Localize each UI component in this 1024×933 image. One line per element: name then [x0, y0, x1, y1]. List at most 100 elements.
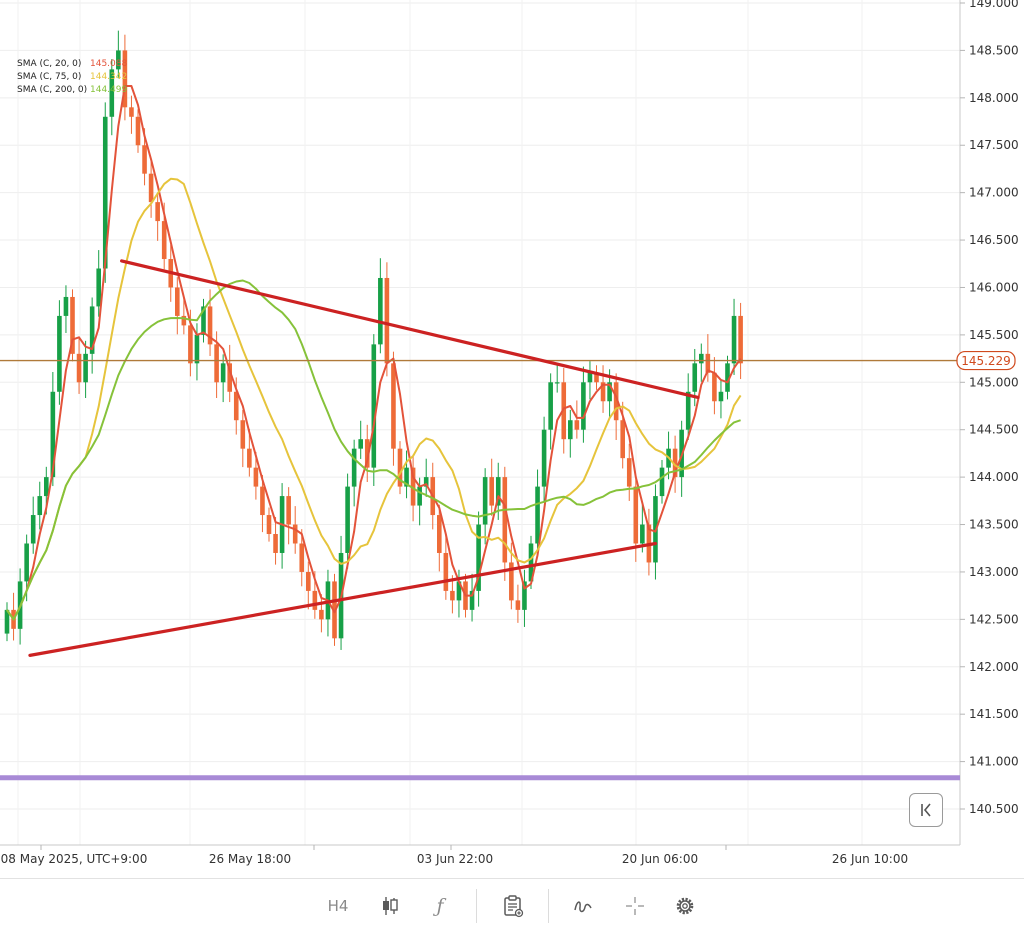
toolbar-separator — [476, 889, 477, 923]
candle — [391, 351, 396, 466]
candle — [738, 302, 743, 380]
crosshair-icon — [626, 897, 644, 915]
candle-body — [201, 306, 206, 335]
candle-body — [233, 391, 239, 421]
candle-body — [227, 363, 232, 392]
candle — [76, 336, 82, 394]
candle-body — [423, 477, 429, 487]
candle-body — [89, 306, 95, 354]
candle — [594, 365, 599, 390]
candle-body — [70, 296, 75, 354]
price-tick-label: 141.500 — [969, 707, 1019, 721]
candle-body — [181, 315, 187, 326]
indicator-legend: SMA (C, 20, 0) 145.088 SMA (C, 75, 0) 144.3… — [17, 59, 127, 95]
candle-body — [443, 552, 449, 591]
chart-type-button[interactable] — [373, 889, 407, 923]
candle — [437, 504, 442, 572]
crosshair-button[interactable] — [618, 889, 652, 923]
candle-body — [253, 467, 259, 487]
candle-body — [102, 116, 108, 269]
candle — [122, 34, 128, 121]
candle-body — [731, 315, 737, 364]
candle — [240, 409, 246, 468]
candle — [109, 59, 115, 136]
candle-body — [640, 524, 645, 544]
scroll-to-latest-button[interactable] — [909, 793, 943, 827]
candle-body — [148, 173, 154, 203]
price-tick-label: 141.000 — [969, 755, 1019, 769]
candle — [351, 439, 357, 507]
candle-body — [299, 543, 305, 572]
price-tick-label: 142.000 — [969, 660, 1019, 674]
candle-body — [397, 448, 403, 487]
drawing-button[interactable] — [566, 889, 600, 923]
candle — [587, 361, 593, 400]
indicators-button[interactable]: ƒ — [423, 889, 457, 923]
candle — [148, 160, 154, 218]
sma-20-line — [6, 85, 742, 621]
candle — [450, 575, 455, 614]
timeframe-button[interactable]: H4 — [321, 889, 355, 923]
candle — [30, 496, 36, 554]
candle-body — [528, 543, 534, 582]
legend-label: SMA (C, 75, 0) — [17, 72, 81, 82]
price-tick-label: 142.500 — [969, 612, 1019, 626]
price-tick-label: 140.500 — [969, 802, 1019, 816]
candle-body — [358, 439, 363, 449]
clipboard-icon — [504, 895, 524, 918]
candlestick-icon — [383, 897, 398, 915]
price-tick-label: 147.000 — [969, 186, 1019, 200]
candle — [515, 584, 521, 623]
candle — [4, 602, 10, 642]
candle-body — [738, 315, 743, 364]
freehand-draw-icon — [574, 901, 592, 913]
sma-200-line — [6, 279, 741, 621]
candle — [247, 428, 252, 477]
candle-body — [410, 467, 416, 506]
candle — [548, 373, 553, 450]
candle — [712, 357, 717, 415]
price-tick-label: 147.500 — [969, 138, 1019, 152]
legend-value: 144.499 — [90, 85, 127, 95]
candle — [155, 193, 160, 241]
candle-body — [37, 496, 43, 516]
candle-body — [495, 477, 501, 506]
candle-body — [541, 429, 547, 487]
candle — [378, 258, 383, 354]
candle-body — [404, 467, 409, 487]
trendlines — [28, 259, 700, 657]
candle — [423, 458, 429, 497]
candle — [371, 334, 377, 487]
candle-body — [482, 477, 488, 525]
current-price-tag: 145.229 — [956, 350, 1016, 371]
candle-body — [175, 287, 180, 316]
candle-body — [568, 420, 573, 440]
candle-body — [50, 391, 56, 478]
candle-body — [437, 515, 442, 553]
candle-body — [266, 515, 272, 535]
candle-body — [4, 609, 10, 634]
current-price-tag-label: 145.229 — [961, 354, 1011, 368]
candle-body — [561, 382, 567, 440]
price-tick-label: 145.500 — [969, 328, 1019, 342]
candle — [397, 441, 403, 495]
template-button[interactable] — [496, 889, 530, 923]
candle-body — [626, 458, 632, 487]
time-axis[interactable]: 08 May 2025, UTC+9:00 26 May 18:00 03 Jun … — [1, 845, 908, 866]
price-axis[interactable]: 149.000 148.500 148.000 147.500 147.000 146.5… — [960, 0, 1019, 816]
candle — [725, 355, 730, 400]
candle-body — [456, 581, 462, 601]
candle — [574, 400, 580, 439]
candle-body — [659, 467, 665, 497]
bottom-toolbar: H4 ƒ — [0, 878, 1024, 933]
candle-body — [240, 420, 246, 449]
sma-75-line — [6, 177, 742, 621]
candle — [135, 109, 141, 153]
price-tick-label: 148.500 — [969, 43, 1019, 57]
settings-button[interactable] — [668, 889, 702, 923]
price-chart[interactable]: 149.000 148.500 148.000 147.500 147.000 146.5… — [0, 0, 1024, 878]
candle-body — [509, 562, 514, 601]
candle-body — [384, 277, 390, 364]
moving-averages — [6, 85, 742, 621]
legend-label: SMA (C, 200, 0) — [17, 85, 87, 95]
